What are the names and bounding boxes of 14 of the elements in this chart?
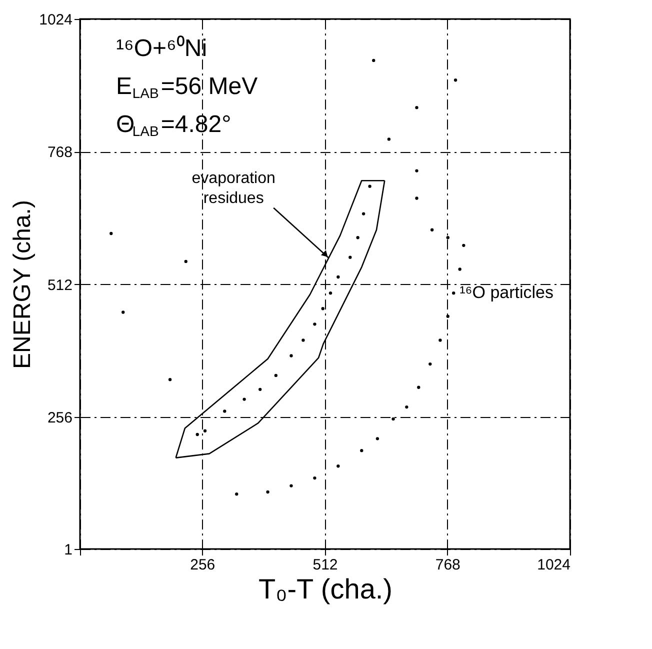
y-tick-label: 1: [64, 542, 72, 558]
annotation: ¹⁶O particles: [460, 283, 554, 302]
y-tick-label: 768: [47, 144, 72, 162]
x-tick-label: 1024: [537, 556, 570, 574]
y-tick-label: 256: [47, 409, 72, 426]
x-axis-title: T₀-T (cha.): [258, 574, 392, 604]
x-tick-label: 512: [312, 556, 338, 574]
x-tick-label: 256: [190, 556, 216, 574]
y-tick-label: 512: [47, 276, 72, 294]
x-tick-label: 768: [435, 556, 460, 574]
annotation: evaporation residues: [192, 170, 276, 207]
annotation: ¹⁶O+⁶⁰Ni: [116, 35, 208, 62]
y-tick-label: 1024: [39, 12, 72, 28]
y-axis-title: ENERGY (cha.): [9, 200, 36, 369]
